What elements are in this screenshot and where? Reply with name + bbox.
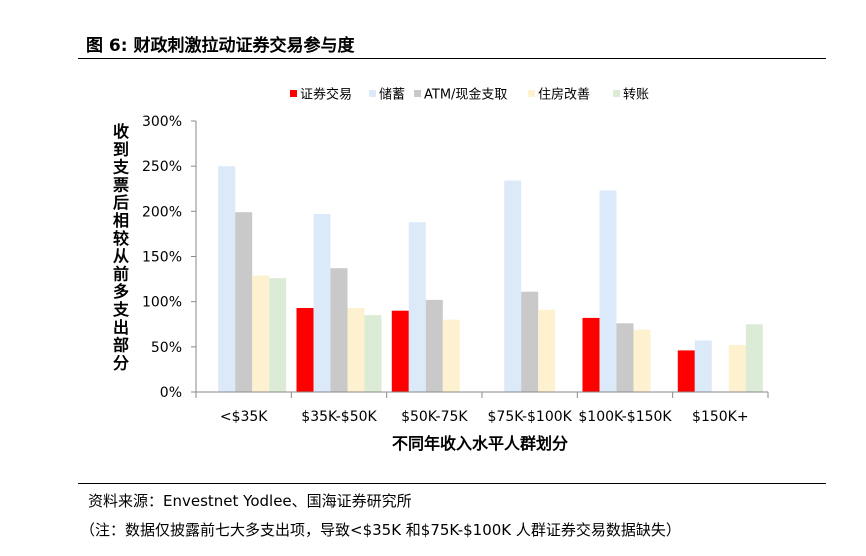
top-divider: [78, 58, 826, 59]
y-tick-label: 300%: [142, 114, 182, 130]
bar-2-1: [218, 166, 236, 392]
source-text: 资料来源：Envestnet Yodlee、国海证券研究所: [88, 492, 412, 510]
y-axis-label-char: 从: [113, 247, 129, 266]
bar-5-1: [269, 278, 287, 392]
x-tick-label: $75K-$100K: [488, 409, 573, 425]
bottom-divider: [78, 483, 826, 484]
x-tick-label: $50K-75K: [401, 409, 468, 425]
legend-swatch: [290, 90, 297, 97]
y-axis-label-char: 较: [113, 229, 129, 248]
bar-1-2: [296, 308, 314, 392]
x-tick-label: $100K-$150K: [578, 409, 672, 425]
y-axis-label-char: 到: [113, 140, 129, 159]
axes: [191, 120, 769, 398]
bar-5-6: [745, 324, 763, 393]
bar-2-6: [694, 340, 712, 392]
legend-label: ATM/现金支取: [424, 87, 507, 103]
bar-series: [218, 166, 763, 393]
bar-2-4: [504, 180, 522, 392]
bar-4-6: [728, 345, 746, 392]
y-axis-label-char: 票: [113, 175, 129, 194]
chart-legend: 证券交易 储蓄 ATM/现金支取 住房改善 转账: [290, 87, 649, 103]
y-axis-label-char: 后: [113, 193, 129, 212]
y-axis-label-char: 支: [112, 300, 130, 319]
x-axis-ticks: <$35K $35K-$50K $50K-75K $75K-$100K $100K-$1…: [220, 409, 749, 425]
y-axis-label-char: 部: [113, 336, 129, 355]
x-axis-label: 不同年收入水平人群划分: [392, 434, 568, 453]
bar-1-5: [582, 317, 600, 392]
bar-3-2: [330, 268, 348, 392]
bar-5-2: [364, 315, 382, 392]
bar-4-2: [347, 308, 365, 392]
legend-label: 储蓄: [379, 88, 405, 103]
x-tick-label: $150K+: [692, 409, 749, 425]
legend-swatch: [528, 90, 535, 97]
figure-title: 图 6: 财政刺激拉动证券交易参与度: [86, 36, 355, 56]
y-tick-label: 100%: [142, 295, 182, 311]
bar-3-1: [235, 212, 253, 392]
y-axis-label-char: 支: [112, 158, 130, 177]
bar-3-4: [521, 291, 539, 392]
bar-4-1: [252, 275, 270, 392]
bar-2-3: [408, 222, 426, 392]
legend-swatch: [369, 90, 376, 97]
y-tick-label: 200%: [142, 204, 182, 220]
legend-label: 证券交易: [300, 87, 352, 103]
x-tick-label: <$35K: [220, 409, 268, 425]
y-tick-label: 0%: [160, 385, 182, 401]
y-axis-label-char: 前: [113, 264, 129, 283]
bar-3-3: [425, 299, 443, 392]
bar-4-4: [538, 309, 556, 392]
y-tick-label: 150%: [142, 250, 182, 266]
legend-swatch: [414, 90, 421, 97]
bar-2-5: [599, 190, 617, 392]
y-axis-label-char: 收: [113, 122, 129, 141]
bar-3-5: [616, 323, 634, 392]
bar-1-6: [677, 350, 695, 392]
y-axis-label-char: 相: [113, 211, 129, 230]
y-axis-label-char: 出: [113, 318, 129, 337]
y-axis-ticks: 0% 50% 100% 150% 200% 250% 300%: [142, 114, 182, 401]
y-axis-label-char: 分: [113, 353, 129, 372]
x-tick-label: $35K-$50K: [301, 409, 377, 425]
y-tick-label: 50%: [151, 340, 182, 356]
legend-label: 住房改善: [538, 87, 590, 103]
bar-2-2: [313, 214, 331, 392]
legend-swatch: [613, 90, 620, 97]
legend-label: 转账: [623, 88, 649, 103]
bar-4-5: [633, 329, 651, 392]
y-tick-label: 250%: [142, 159, 182, 175]
bar-4-3: [442, 319, 460, 392]
note-text: （注：数据仅披露前七大多支出项，导致<$35K 和$75K-$100K 人群证券…: [80, 521, 681, 539]
bar-1-3: [391, 310, 409, 392]
y-axis-label-char: 多: [113, 282, 129, 301]
